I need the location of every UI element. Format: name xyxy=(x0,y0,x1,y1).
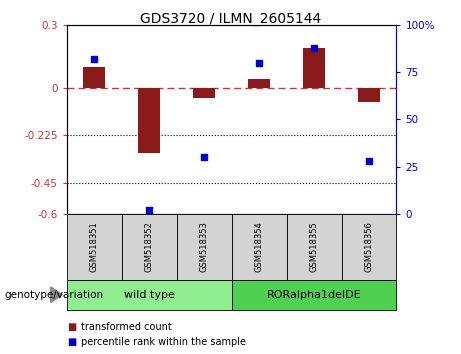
Text: wild type: wild type xyxy=(124,290,175,300)
Point xyxy=(201,154,208,160)
Text: ■: ■ xyxy=(67,322,76,332)
Text: GSM518352: GSM518352 xyxy=(145,222,154,272)
Text: GSM518354: GSM518354 xyxy=(254,222,264,272)
Point xyxy=(310,45,318,50)
Point xyxy=(146,207,153,213)
Polygon shape xyxy=(51,287,62,302)
Text: genotype/variation: genotype/variation xyxy=(5,290,104,300)
Text: percentile rank within the sample: percentile rank within the sample xyxy=(81,337,246,347)
Bar xyxy=(248,80,270,88)
Text: GSM518355: GSM518355 xyxy=(309,222,319,272)
Text: RORalpha1delDE: RORalpha1delDE xyxy=(267,290,361,300)
Text: transformed count: transformed count xyxy=(81,322,171,332)
Bar xyxy=(138,88,160,153)
Text: GSM518351: GSM518351 xyxy=(90,222,99,272)
Text: GDS3720 / ILMN_2605144: GDS3720 / ILMN_2605144 xyxy=(140,12,321,27)
Bar xyxy=(303,48,325,88)
Point xyxy=(255,60,263,65)
Text: ■: ■ xyxy=(67,337,76,347)
Point xyxy=(365,158,372,164)
Point xyxy=(91,56,98,62)
Text: GSM518353: GSM518353 xyxy=(200,222,209,272)
Text: GSM518356: GSM518356 xyxy=(365,222,373,272)
Bar xyxy=(83,67,105,88)
Bar xyxy=(358,88,380,102)
Bar xyxy=(193,88,215,98)
